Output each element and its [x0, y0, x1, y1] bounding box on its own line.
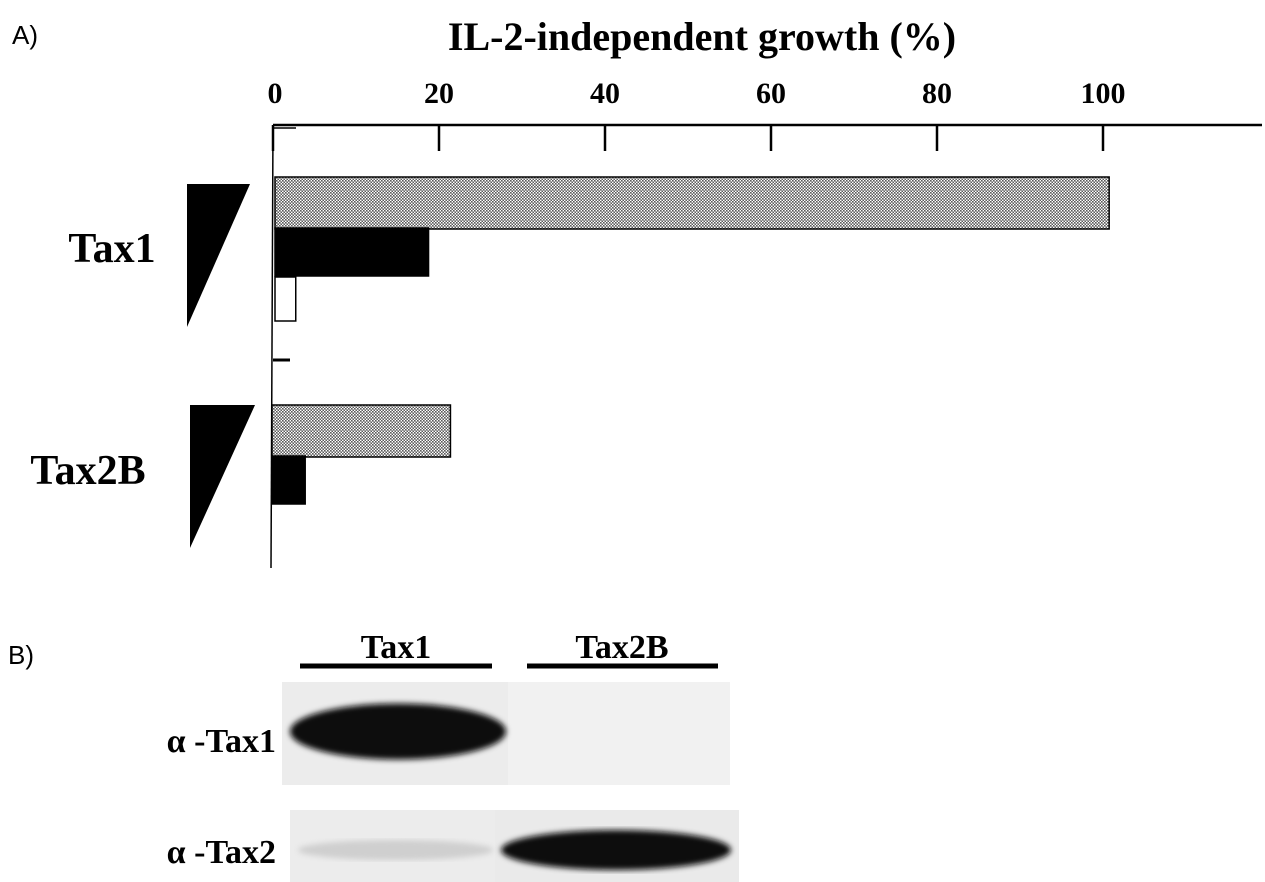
bar-tax1-level-2	[274, 227, 430, 277]
blot-row-label: α -Tax2	[167, 834, 276, 871]
x-tick-label: 80	[922, 77, 952, 110]
bar-tax1-level-1	[274, 176, 1110, 230]
bar-tax2b-level-1	[271, 404, 452, 458]
bar-tax1-level-3	[274, 276, 297, 322]
bar-tax2b-level-2	[271, 455, 306, 505]
panel-b-label: B)	[8, 640, 34, 670]
group-label-tax2b: Tax2B	[30, 448, 145, 494]
x-tick-label: 40	[590, 77, 620, 110]
x-axis: 0 20 40 60 80 100	[268, 77, 1262, 569]
blot-row-label: α -Tax1	[167, 723, 276, 760]
lane-label-tax1: Tax1	[361, 629, 432, 666]
lane-label-tax2b: Tax2B	[575, 629, 668, 666]
panel-a-label: A)	[12, 20, 38, 50]
bar-series	[271, 176, 1110, 505]
x-tick-label: 60	[756, 77, 786, 110]
dose-wedge-icon	[190, 405, 255, 548]
x-tick-label: 0	[268, 77, 283, 110]
group-label-tax1: Tax1	[68, 226, 155, 272]
western-blot: Tax1 Tax2B α -Tax1 α -Tax2	[167, 629, 739, 882]
blot-membrane-right	[508, 682, 730, 785]
group-labels: Tax1 Tax2B	[30, 184, 255, 548]
x-tick-label: 20	[424, 77, 454, 110]
x-tick-label: 100	[1081, 77, 1126, 110]
chart-title: IL-2-independent growth (%)	[448, 14, 956, 59]
blot-band-strong	[290, 703, 506, 760]
blot-band-strong	[501, 830, 731, 870]
dose-wedge-icon	[187, 184, 250, 327]
blot-band-faint	[298, 840, 493, 860]
